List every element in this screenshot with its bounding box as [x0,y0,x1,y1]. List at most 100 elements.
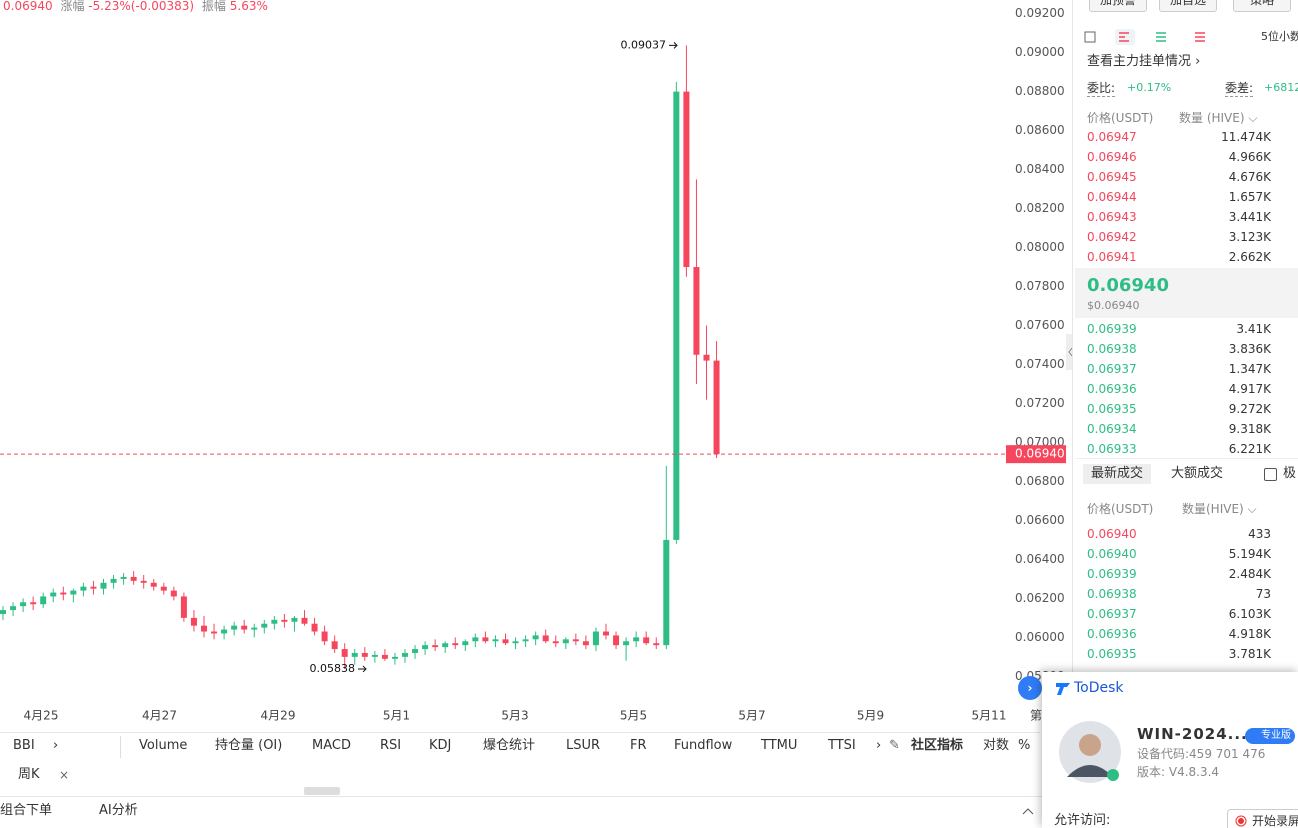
candle-body [150,582,157,587]
price: 0.06945 [1087,170,1137,184]
indicator[interactable]: Fundflow [674,738,733,753]
candle-body [130,576,137,581]
chevron[interactable]: › [53,738,59,753]
indicator[interactable]: MACD [312,738,351,753]
edit-icon[interactable]: ✎ [889,738,900,753]
candle-body [190,617,197,626]
avatar [1059,721,1121,783]
interval[interactable]: 周K [18,767,40,782]
candle-body [512,641,519,644]
record-icon [1235,815,1247,827]
quantity: 4.676K [1228,170,1271,184]
candle-body [180,596,187,618]
percent-toggle[interactable]: % [1018,738,1031,753]
last-price: 0.06940 [3,0,53,13]
indicator[interactable]: LSUR [566,738,601,753]
trade-tab-active[interactable]: 最新成交 [1083,464,1152,484]
precision[interactable]: 5位小数 [1261,30,1298,43]
price: 0.06936 [1087,382,1137,396]
indicator[interactable]: KDJ [429,738,452,753]
trade-tab[interactable]: 大额成交 [1171,466,1224,481]
log-toggle[interactable]: 对数 [983,738,1010,753]
candle-body [211,631,218,634]
link-text[interactable]: 查看主力挂单情况 [1087,54,1192,69]
version: 版本: V4.8.3.4 [1137,765,1220,779]
indicator[interactable]: BBI [13,738,35,753]
record-button[interactable]: 开始录屏 [1227,809,1298,828]
candle-body [361,652,368,657]
checkbox-label[interactable]: 极 [1283,466,1297,481]
indicator[interactable]: 持仓量 (OI) [215,738,283,753]
quantity: 3.41K [1236,322,1271,336]
expand-button[interactable]: › [1018,676,1042,700]
price: 0.06934 [1087,422,1137,436]
price: 0.06935 [1087,402,1137,416]
indicator[interactable]: TTSI [828,738,856,753]
indicator[interactable]: 爆仓统计 [483,738,536,753]
view-icons[interactable] [1083,29,1223,45]
bottom-tab[interactable]: 组合下单 [0,803,53,818]
candle-body [241,625,248,630]
checkbox[interactable] [1264,468,1277,481]
indicator[interactable]: Volume [139,738,188,753]
candle-body [422,645,429,650]
indicator[interactable]: RSI [380,738,402,753]
candle-body [603,631,609,636]
main-orders-link[interactable]: 查看主力挂单情况 › [1087,54,1201,69]
x-tick-label: 5月5 [620,709,647,723]
low-annotation: 0.05838 [310,662,356,675]
x-tick-label: 5月11 [972,709,1007,723]
chevron[interactable]: › [876,738,882,753]
price: 0.06939 [1087,322,1137,336]
y-tick-label: 0.07200 [1015,396,1065,410]
button[interactable]: 加自选 [1159,0,1217,12]
candle-body [120,576,127,579]
candle-body [251,627,258,630]
quantity: 3.441K [1228,210,1271,224]
trades-header: 价格(USDT) [1087,502,1154,516]
candle-body [663,539,670,646]
button[interactable]: 策略 [1233,0,1291,12]
candle-body [40,596,47,605]
quantity: 4.966K [1228,150,1271,164]
indicator[interactable]: TTMU [761,738,798,753]
collapse-icon[interactable] [1022,806,1034,816]
close-interval[interactable]: × [59,768,70,782]
community[interactable]: 社区指标 [911,738,964,753]
candle-body [20,602,27,607]
order-panel: 加预警 加自选 策略 5位小数 查看主力挂单情况 › 委比: +0.17% 委差… [1075,0,1298,828]
candle-body [643,637,650,644]
candle-body [653,643,660,646]
todesk-logo [1056,683,1070,695]
candle-body [562,639,569,644]
price: 0.06940 [1087,527,1137,541]
candle-body [391,656,398,659]
toolbar-border [0,732,1040,733]
indicator[interactable]: FR [630,738,647,753]
candle-body [693,267,700,355]
button[interactable]: 加预警 [1089,0,1147,12]
allow-access: 允许访问: [1054,813,1111,828]
candle-body [683,91,690,268]
candle-body [713,360,720,455]
quantity: 4.918K [1228,627,1271,641]
quantity: 6.103K [1228,607,1271,621]
x-tick-label: 5月3 [501,709,528,723]
candle-body [492,639,499,642]
price: 0.06938 [1087,587,1137,601]
candle-body [271,619,278,624]
candle-body [80,586,87,591]
quantity: 433 [1248,527,1271,541]
bottom-tab[interactable]: AI分析 [99,803,138,818]
candle-body [532,635,539,640]
edition-badge: 专业版 [1245,728,1295,744]
price: 0.06943 [1087,210,1137,224]
resize-handle[interactable] [304,787,340,795]
candle-body [402,652,408,657]
candle-body [442,643,449,648]
ratio: +0.17% [1127,81,1172,94]
price: 0.06937 [1087,607,1137,621]
y-tick-label: 0.08600 [1015,123,1065,137]
candle-body [170,590,177,597]
candle-body [633,637,640,642]
